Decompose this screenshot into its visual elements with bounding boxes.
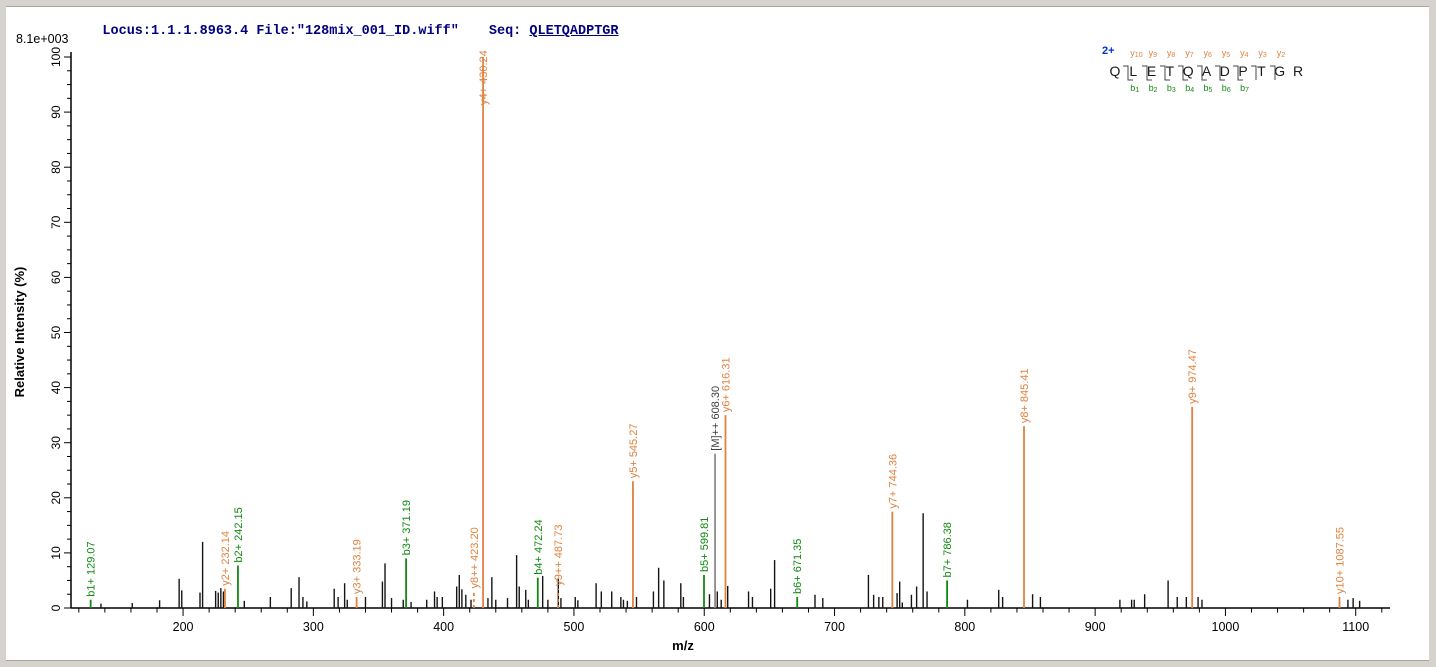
- b-ion-marker-b1: b1: [1130, 83, 1140, 94]
- y-ion-marker-y2: y2: [1276, 48, 1286, 59]
- cleavage-mark: [1123, 65, 1134, 81]
- residue-t-3: T: [1165, 63, 1175, 79]
- spectrum-header: Locus:1.1.1.8963.4 File:"128mix_001_ID.w…: [70, 9, 619, 54]
- peak-label: b3+ 371.19: [401, 500, 413, 555]
- b-ion-marker-b2: b2: [1148, 83, 1158, 94]
- x-tick-label: 900: [1085, 620, 1106, 634]
- peak-label: y9+ 974.47: [1187, 349, 1199, 404]
- x-axis-title: m/z: [672, 638, 694, 653]
- b-ion-marker-b7: b7: [1240, 83, 1250, 94]
- residue-r-10: R: [1292, 63, 1304, 79]
- y-tick-label: 30: [49, 436, 63, 450]
- y-tick-label: 80: [49, 160, 63, 174]
- peak-label: y8+ 845.41: [1019, 368, 1031, 423]
- b-ion-marker-b4: b4: [1185, 83, 1195, 94]
- peak-label: y7+ 744.36: [887, 454, 899, 509]
- x-tick-label: 300: [303, 620, 324, 634]
- precursor-charge-label: 2+: [1102, 45, 1115, 57]
- peak-label: y3+ 333.19: [352, 539, 364, 594]
- y-ion-marker-y7: y7: [1185, 48, 1194, 59]
- peak-label: b4+ 472.24: [533, 519, 545, 574]
- y-ion-marker-y10: y10: [1130, 48, 1143, 59]
- x-tick-label: 700: [824, 620, 845, 634]
- window-frame-right: [1429, 0, 1436, 667]
- peaks: [89, 57, 1361, 608]
- cleavage-mark: [1269, 65, 1276, 80]
- seq-value: QLETQADPTGR: [529, 24, 619, 39]
- peak-label: [M]++ 608.30: [710, 386, 722, 451]
- residue-t-8: T: [1257, 63, 1266, 79]
- y-tick-label: 50: [49, 326, 63, 340]
- residue-l-1: L: [1129, 63, 1138, 79]
- seq-label: Seq:: [488, 24, 522, 39]
- residue-d-6: D: [1219, 63, 1230, 79]
- y-tick-label: 0: [49, 604, 63, 611]
- peak-label: b6+ 671.35: [792, 539, 804, 594]
- residue-q-4: Q: [1182, 63, 1194, 79]
- cleavage-mark: [1196, 65, 1207, 81]
- y-ion-marker-y9: y9: [1148, 48, 1157, 59]
- peak-label: y9++ 487.73: [553, 525, 565, 586]
- peak-label: b2+ 242.15: [233, 507, 245, 562]
- x-tick-label: 600: [694, 620, 715, 634]
- residue-p-7: P: [1238, 63, 1248, 79]
- peak-label: y6+ 616.31: [720, 357, 732, 412]
- x-tick-label: 1000: [1212, 620, 1240, 634]
- peak-label: y10+ 1087.55: [1335, 527, 1347, 594]
- peak-label: b5+ 599.81: [699, 517, 711, 572]
- cleavage-mark: [1159, 65, 1170, 81]
- b-ion-marker-b5: b5: [1203, 83, 1213, 94]
- peak-label: y4+ 430.24: [478, 50, 490, 105]
- peak-label: y5+ 545.27: [628, 424, 640, 479]
- y-ion-marker-y5: y5: [1221, 48, 1231, 59]
- y-tick-label: 10: [49, 546, 63, 560]
- y-ion-marker-y4: y4: [1240, 48, 1249, 59]
- residue-a-5: A: [1201, 63, 1212, 79]
- x-tick-label: 400: [433, 620, 454, 634]
- y-tick-label: 70: [49, 215, 63, 229]
- peak-label: y8++ 423.20: [469, 527, 481, 588]
- y-tick-label: 90: [49, 105, 63, 119]
- cleavage-mark: [1251, 65, 1257, 80]
- y-ion-marker-y3: y3: [1258, 48, 1267, 59]
- residue-q-0: Q: [1109, 63, 1121, 79]
- peak-labels: b1+ 129.07 y2+ 232.14 b2+ 242.15 y3+ 333.19…: [86, 50, 1347, 596]
- y-tick-label: 40: [49, 381, 63, 395]
- y-axis-title: Relative Intensity (%): [12, 267, 27, 398]
- peak-label: b7+ 786.38: [942, 522, 954, 577]
- y-ion-marker-y6: y6: [1203, 48, 1212, 59]
- y-tick-label: 60: [49, 270, 63, 284]
- b-ion-marker-b6: b6: [1221, 83, 1231, 94]
- x-tick-label: 500: [564, 620, 585, 634]
- y-tick-label: 100: [49, 47, 63, 67]
- window-frame-top: [0, 0, 1436, 7]
- residue-g-9: G: [1274, 63, 1286, 79]
- b-ion-marker-b3: b3: [1166, 83, 1176, 94]
- axes: 200 300 400 500 600 700 800 900 1000 1100 0 10 20 30 4…: [49, 47, 1390, 634]
- residue-e-2: E: [1146, 63, 1157, 79]
- y-tick-label: 20: [49, 491, 63, 505]
- cleavage-mark: [1233, 65, 1244, 81]
- cleavage-mark: [1141, 65, 1152, 81]
- x-tick-label: 200: [173, 620, 194, 634]
- x-tick-label: 1100: [1342, 620, 1369, 634]
- cleavage-mark: [1178, 65, 1189, 81]
- window-frame-bottom: [0, 660, 1436, 667]
- locus-file-text: Locus:1.1.1.8963.4 File:"128mix_001_ID.w…: [102, 24, 459, 39]
- cleavage-mark: [1214, 65, 1225, 81]
- peak-label: y2+ 232.14: [220, 531, 232, 586]
- x-tick-label: 800: [954, 620, 975, 634]
- y-ion-marker-y8: y8: [1166, 48, 1176, 59]
- window-frame-left: [0, 0, 6, 667]
- max-intensity-label: 8.1e+003: [16, 32, 69, 46]
- peak-label: b1+ 129.07: [86, 541, 98, 596]
